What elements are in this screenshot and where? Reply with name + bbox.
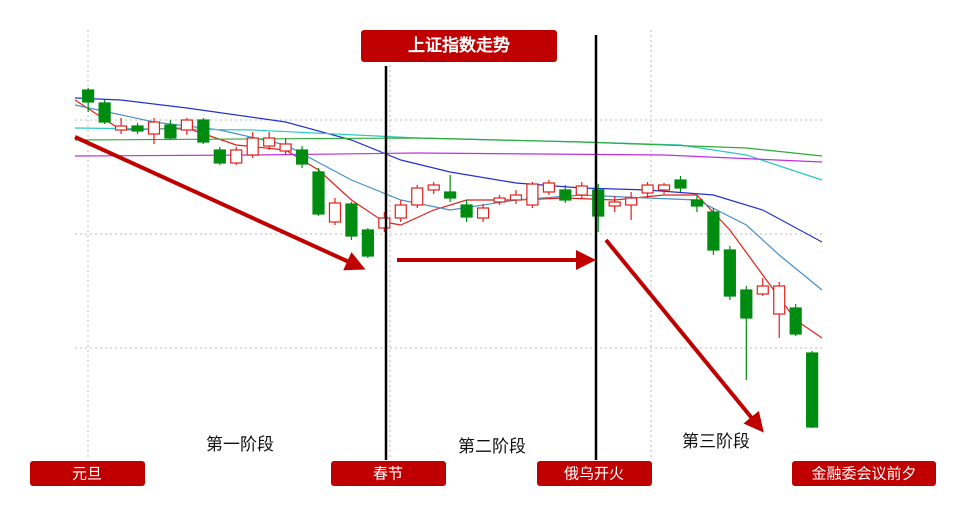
candle-body <box>263 137 276 147</box>
candle-body <box>361 229 374 257</box>
candle-body <box>164 124 177 139</box>
candle-body <box>230 149 243 164</box>
candle-body <box>279 143 292 152</box>
event-label: 元旦 <box>72 465 102 483</box>
candle-body <box>740 289 753 319</box>
trend-arrow <box>604 238 764 433</box>
trend-arrow <box>74 135 366 271</box>
candle-body <box>131 125 144 132</box>
plot <box>74 88 823 428</box>
candle-body <box>427 184 440 191</box>
candle-body <box>444 191 457 199</box>
candle-body <box>213 149 226 164</box>
candle-body <box>575 185 588 196</box>
candle-body <box>773 285 786 315</box>
candle-body <box>246 137 259 156</box>
candle-body <box>394 204 407 219</box>
moving-average <box>74 137 823 157</box>
candle-body <box>806 352 819 428</box>
candle-body <box>197 119 210 143</box>
candle-body <box>526 183 539 206</box>
candle-body <box>625 197 638 206</box>
moving-average <box>74 152 823 163</box>
candle-body <box>114 125 128 131</box>
candle-body <box>98 102 111 123</box>
candle-body <box>476 207 490 219</box>
candle-body <box>460 204 473 218</box>
candle-body <box>657 184 671 191</box>
phase-label: 第一阶段 <box>206 435 274 455</box>
candle-body <box>559 189 572 201</box>
candle-body <box>493 197 506 203</box>
candle-body <box>509 194 523 201</box>
candle-body <box>411 187 424 206</box>
candle-body <box>707 211 720 251</box>
candle-body <box>723 249 736 297</box>
candle-body <box>542 182 555 193</box>
title-box <box>361 30 557 62</box>
candle-body <box>180 119 193 131</box>
moving-average <box>74 97 823 243</box>
candle-body <box>592 189 605 217</box>
candle-body <box>378 217 391 229</box>
candle-body <box>674 179 687 189</box>
candle-body <box>312 171 325 215</box>
candle-body <box>345 203 358 237</box>
candle-body <box>328 202 342 223</box>
event-box <box>331 461 446 486</box>
phase-label: 第三阶段 <box>682 432 750 452</box>
moving-average <box>74 99 823 339</box>
event-label: 俄乌开火 <box>564 465 624 483</box>
candle-body <box>295 149 309 165</box>
phase-label: 第二阶段 <box>458 437 526 457</box>
event-label: 金融委会议前夕 <box>811 465 916 483</box>
event-box <box>537 461 652 486</box>
event-box <box>30 461 145 486</box>
candle-body <box>756 285 769 295</box>
event-label: 春节 <box>373 465 403 483</box>
candle-body <box>789 307 802 335</box>
candle-body <box>641 184 654 194</box>
candle-body <box>690 199 704 207</box>
candle-body <box>608 201 621 207</box>
event-box <box>792 461 936 486</box>
candle-body <box>82 89 95 103</box>
chart-title: 上证指数走势 <box>408 35 510 56</box>
candle-body <box>147 121 161 135</box>
